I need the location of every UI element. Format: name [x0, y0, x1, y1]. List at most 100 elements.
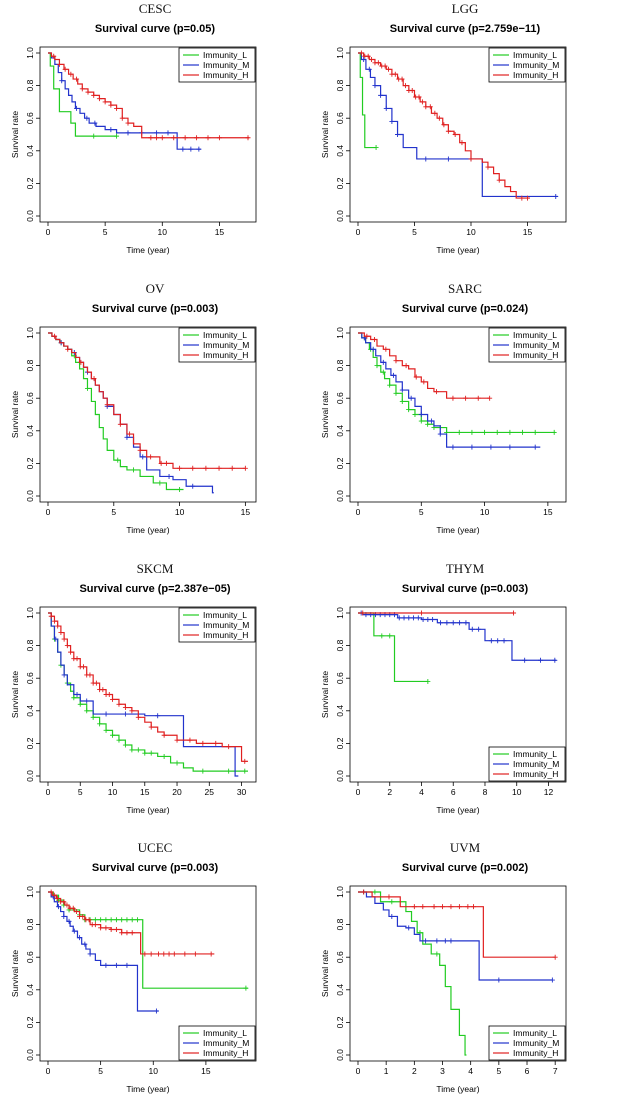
censor-mark-immunity-h	[68, 649, 74, 655]
x-tick-label: 0	[46, 507, 51, 517]
censor-mark-immunity-m	[71, 928, 77, 934]
censor-mark-immunity-h	[360, 610, 366, 616]
censor-mark-immunity-h	[122, 705, 128, 711]
censor-mark-immunity-h	[465, 904, 471, 910]
censor-mark-immunity-m	[108, 127, 114, 133]
curve-immunity-l	[48, 52, 117, 137]
panel-ucec: UCEC Survival curve (p=0.003) 0.0 0.2 0.4 0.6…	[10, 840, 257, 1094]
y-tick-label: 0.4	[335, 145, 345, 157]
censor-mark-immunity-l	[129, 917, 135, 923]
legend-label: Immunity_L	[203, 50, 247, 60]
censor-mark-immunity-l	[77, 701, 83, 707]
censor-mark-immunity-m	[488, 638, 494, 644]
censor-mark-immunity-m	[103, 962, 109, 968]
censor-mark-immunity-m	[430, 617, 436, 623]
censor-mark-immunity-l	[110, 732, 116, 738]
censor-mark-immunity-m	[423, 156, 429, 162]
censor-mark-immunity-h	[409, 87, 415, 93]
censor-mark-immunity-m	[476, 626, 482, 632]
censor-mark-immunity-l	[482, 429, 488, 435]
censor-mark-immunity-h	[51, 892, 57, 898]
panel-cesc-title: Survival curve (p=0.05)	[95, 23, 215, 35]
x-tick-label: 2	[412, 1066, 417, 1076]
censor-mark-immunity-h	[92, 922, 98, 928]
censor-mark-immunity-h	[119, 115, 125, 121]
censor-mark-immunity-m	[469, 444, 475, 450]
x-tick-label: 5	[419, 507, 424, 517]
censor-mark-immunity-h	[51, 53, 57, 59]
censor-mark-immunity-h	[485, 164, 491, 170]
censor-mark-immunity-h	[51, 618, 57, 624]
censor-mark-immunity-h	[208, 951, 214, 957]
censor-mark-immunity-h	[48, 889, 54, 895]
censor-mark-immunity-l	[119, 917, 125, 923]
censor-mark-immunity-l	[425, 421, 431, 427]
censor-mark-immunity-h	[91, 92, 97, 98]
x-tick-label: 10	[175, 507, 185, 517]
x-tick-label: 20	[172, 787, 182, 797]
legend-label: Immunity_L	[513, 330, 557, 340]
censor-mark-immunity-h	[445, 128, 451, 134]
censor-mark-immunity-h	[108, 926, 114, 932]
censor-mark-immunity-h	[382, 63, 388, 69]
censor-mark-immunity-m	[425, 617, 431, 623]
legend-label: Immunity_H	[203, 70, 248, 80]
censor-mark-immunity-h	[421, 379, 427, 385]
legend-label: Immunity_M	[203, 1038, 249, 1048]
x-tick-label: 2	[387, 787, 392, 797]
censor-mark-immunity-m	[463, 620, 469, 626]
censor-mark-immunity-m	[154, 130, 160, 136]
legend-label: Immunity_M	[203, 620, 249, 630]
panel-lgg: LGG Survival curve (p=2.759e−11) 0.0 0.2 0.4…	[320, 1, 567, 255]
censor-mark-immunity-m	[396, 615, 402, 621]
panel-thym: THYM Survival curve (p=0.003) 0.0 0.2 0.4 0.6…	[320, 561, 567, 815]
censor-mark-immunity-m	[188, 146, 194, 152]
legend-label: Immunity_L	[513, 749, 557, 759]
censor-mark-immunity-l	[551, 429, 557, 435]
censor-mark-immunity-h	[436, 115, 442, 121]
y-tick-label: 1.0	[25, 886, 35, 898]
y-tick-label: 0.4	[25, 984, 35, 996]
panel-sarc-title: Survival curve (p=0.024)	[402, 303, 529, 315]
censor-mark-immunity-l	[142, 750, 148, 756]
panel-ucec-title: Survival curve (p=0.003)	[92, 862, 219, 874]
censor-mark-immunity-h	[158, 460, 164, 466]
y-tick-label: 0.4	[25, 145, 35, 157]
censor-mark-immunity-h	[62, 66, 68, 72]
x-tick-label: 15	[543, 507, 553, 517]
censor-mark-immunity-h	[468, 156, 474, 162]
censor-mark-immunity-m	[92, 120, 98, 126]
censor-mark-immunity-h	[470, 904, 476, 910]
censor-mark-immunity-l	[174, 760, 180, 766]
censor-mark-immunity-m	[124, 434, 130, 440]
censor-mark-immunity-h	[159, 135, 165, 141]
legend-label: Immunity_H	[513, 70, 558, 80]
y-tick-label: 0.6	[25, 112, 35, 124]
y-tick-label: 0.4	[25, 705, 35, 717]
y-tick-label: 0.6	[25, 951, 35, 963]
censor-mark-immunity-l	[157, 480, 163, 486]
censor-mark-immunity-h	[393, 358, 399, 364]
censor-mark-immunity-h	[80, 913, 86, 919]
censor-mark-immunity-m	[87, 951, 93, 957]
censor-mark-immunity-h	[129, 708, 135, 714]
censor-mark-immunity-m	[389, 118, 395, 124]
y-tick-label: 0.0	[335, 490, 345, 502]
x-tick-label: 1	[384, 1066, 389, 1076]
x-tick-label: 6	[525, 1066, 530, 1076]
censor-mark-immunity-h	[98, 925, 104, 931]
censor-mark-immunity-l	[226, 768, 232, 774]
legend-label: Immunity_M	[513, 759, 559, 769]
censor-mark-immunity-h	[365, 53, 371, 59]
censor-mark-immunity-h	[216, 465, 222, 471]
x-tick-label: 10	[108, 787, 118, 797]
x-axis-label: Time (year)	[126, 805, 169, 815]
y-tick-label: 1.0	[335, 327, 345, 339]
censor-mark-immunity-h	[369, 57, 375, 63]
censor-mark-immunity-h	[213, 740, 219, 746]
censor-mark-immunity-h	[361, 889, 367, 895]
y-tick-label: 0.8	[335, 918, 345, 930]
censor-mark-immunity-h	[148, 724, 154, 730]
censor-mark-immunity-l	[469, 429, 475, 435]
